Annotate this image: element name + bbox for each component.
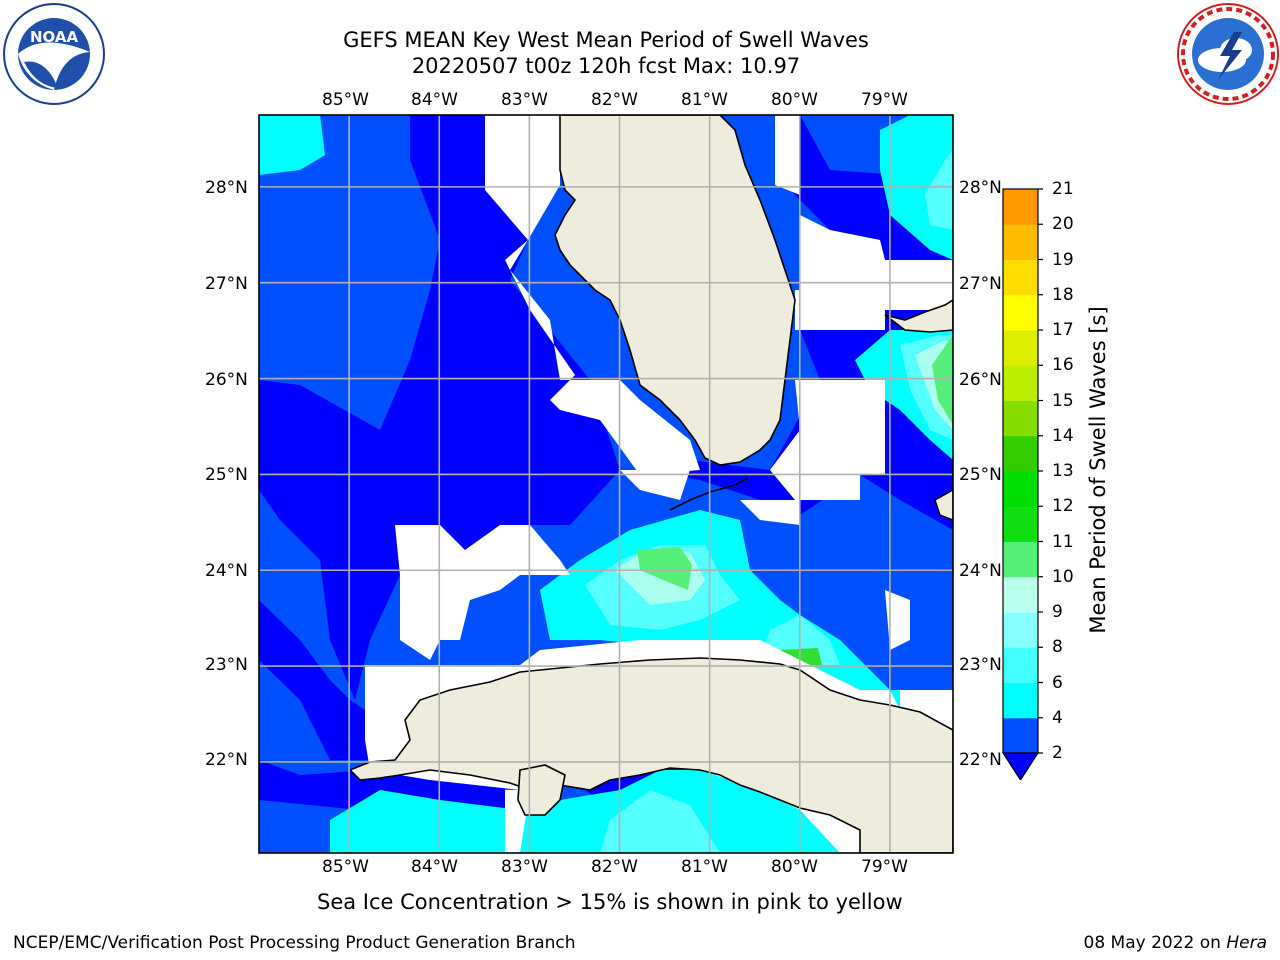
colorbar-extend-arrow — [1001, 752, 1040, 780]
no-data-region — [620, 470, 690, 500]
swell-region-max — [932, 335, 953, 425]
lon-label: 83°W — [501, 857, 548, 877]
colorbar-tick-label: 11 — [1052, 531, 1074, 552]
bahamas-land — [934, 489, 953, 521]
no-data-region — [770, 380, 885, 500]
lat-label: 22°N — [959, 750, 1002, 770]
sea-ice-note: Sea Ice Concentration > 15% is shown in … — [317, 890, 903, 914]
colorbar-band — [1003, 224, 1038, 260]
lat-label: 23°N — [959, 655, 1002, 675]
colorbar-band — [1003, 612, 1038, 648]
swell-region-high — [925, 150, 953, 230]
chart-title: GEFS MEAN Key West Mean Period of Swell … — [343, 28, 869, 52]
footer-date-text: 08 May 2022 on — [1083, 933, 1227, 953]
cuba-inner-fill — [520, 690, 880, 760]
no-data-region — [885, 590, 910, 650]
lat-label: 26°N — [959, 370, 1002, 390]
florida-land — [554, 115, 796, 466]
no-data-region — [795, 290, 953, 330]
lon-label: 83°W — [501, 90, 548, 110]
lat-label: 24°N — [959, 561, 1002, 581]
lon-label: 82°W — [591, 90, 638, 110]
swell-region-low — [570, 760, 800, 853]
colorbar-tick-label: 20 — [1052, 214, 1074, 235]
colorbar — [1001, 188, 1043, 780]
footer-date: 08 May 2022 on Hera — [1084, 933, 1268, 953]
colorbar-tick-label: 13 — [1052, 461, 1074, 481]
lat-label: 27°N — [205, 274, 248, 294]
footer-host: Hera — [1226, 933, 1267, 953]
colorbar-band — [1003, 259, 1038, 296]
no-data-region — [775, 115, 800, 195]
colorbar-band — [1003, 471, 1038, 507]
colorbar-tick-label: 2 — [1052, 743, 1063, 763]
colorbar-band — [1003, 717, 1038, 754]
swell-region-high — [600, 790, 720, 853]
colorbar-band — [1003, 647, 1038, 683]
footer-branch: NCEP/EMC/Verification Post Processing Pr… — [13, 933, 576, 953]
lon-label: 84°W — [411, 90, 458, 110]
colorbar-tick-label: 18 — [1052, 284, 1074, 305]
colorbar-tick-label: 6 — [1052, 672, 1063, 693]
swell-region-mid — [259, 115, 325, 175]
colorbar-tick-label: 15 — [1052, 390, 1074, 411]
colorbar-band — [1003, 365, 1038, 401]
colorbar-title: Mean Period of Swell Waves [s] — [1086, 306, 1110, 634]
lon-label: 85°W — [322, 857, 369, 877]
swell-region-mid — [330, 770, 860, 853]
colorbar-tick-label: 21 — [1052, 179, 1074, 199]
chart-subtitle: 20220507 t00z 120h fcst Max: 10.97 — [411, 54, 801, 78]
colorbar-band — [1003, 400, 1038, 437]
map-frame — [258, 114, 954, 854]
colorbar-band — [1003, 435, 1038, 472]
colorbar-band — [1003, 576, 1038, 613]
colorbar-band — [1003, 506, 1038, 542]
lat-label: 28°N — [205, 178, 248, 198]
lat-label: 23°N — [205, 655, 248, 675]
lat-label: 26°N — [205, 370, 248, 390]
swell-region-max — [637, 547, 692, 590]
lon-label: 81°W — [681, 90, 728, 110]
colorbar-band — [1003, 189, 1038, 225]
no-data-region — [740, 500, 800, 525]
colorbar-band — [1003, 541, 1038, 578]
lat-label: 28°N — [959, 178, 1002, 198]
colorbar-band — [1003, 682, 1038, 719]
lon-label: 81°W — [681, 857, 728, 877]
lat-label: 25°N — [205, 465, 248, 485]
colorbar-band — [1003, 330, 1038, 366]
colorbar-tick-label: 17 — [1052, 320, 1074, 340]
lon-label: 79°W — [861, 90, 908, 110]
colorbar-tick-label: 12 — [1052, 496, 1074, 517]
lon-label: 80°W — [771, 857, 818, 877]
lat-label: 22°N — [205, 750, 248, 770]
colorbar-tick-label: 4 — [1052, 707, 1063, 728]
lon-label: 80°W — [771, 90, 818, 110]
noaa-logo: NOAA — [3, 3, 105, 105]
colorbar-tick-label: 16 — [1052, 355, 1074, 376]
colorbar-tick-label: 8 — [1052, 637, 1063, 658]
colorbar-tick-label: 9 — [1052, 602, 1063, 622]
lon-label: 79°W — [861, 857, 908, 877]
lat-label: 25°N — [959, 465, 1002, 485]
nws-logo — [1177, 3, 1279, 105]
no-data-region — [485, 115, 700, 475]
lon-label: 85°W — [322, 90, 369, 110]
colorbar-tick-label: 14 — [1052, 425, 1074, 446]
lat-label: 27°N — [959, 274, 1002, 294]
colorbar-tick-label: 10 — [1052, 566, 1074, 587]
colorbar-band — [1003, 294, 1038, 331]
colorbar-tick-label: 19 — [1052, 249, 1074, 270]
lon-label: 84°W — [411, 857, 458, 877]
bahamas-land — [884, 299, 953, 333]
lat-label: 24°N — [205, 561, 248, 581]
noaa-logo-text: NOAA — [30, 28, 79, 46]
lon-label: 82°W — [591, 857, 638, 877]
